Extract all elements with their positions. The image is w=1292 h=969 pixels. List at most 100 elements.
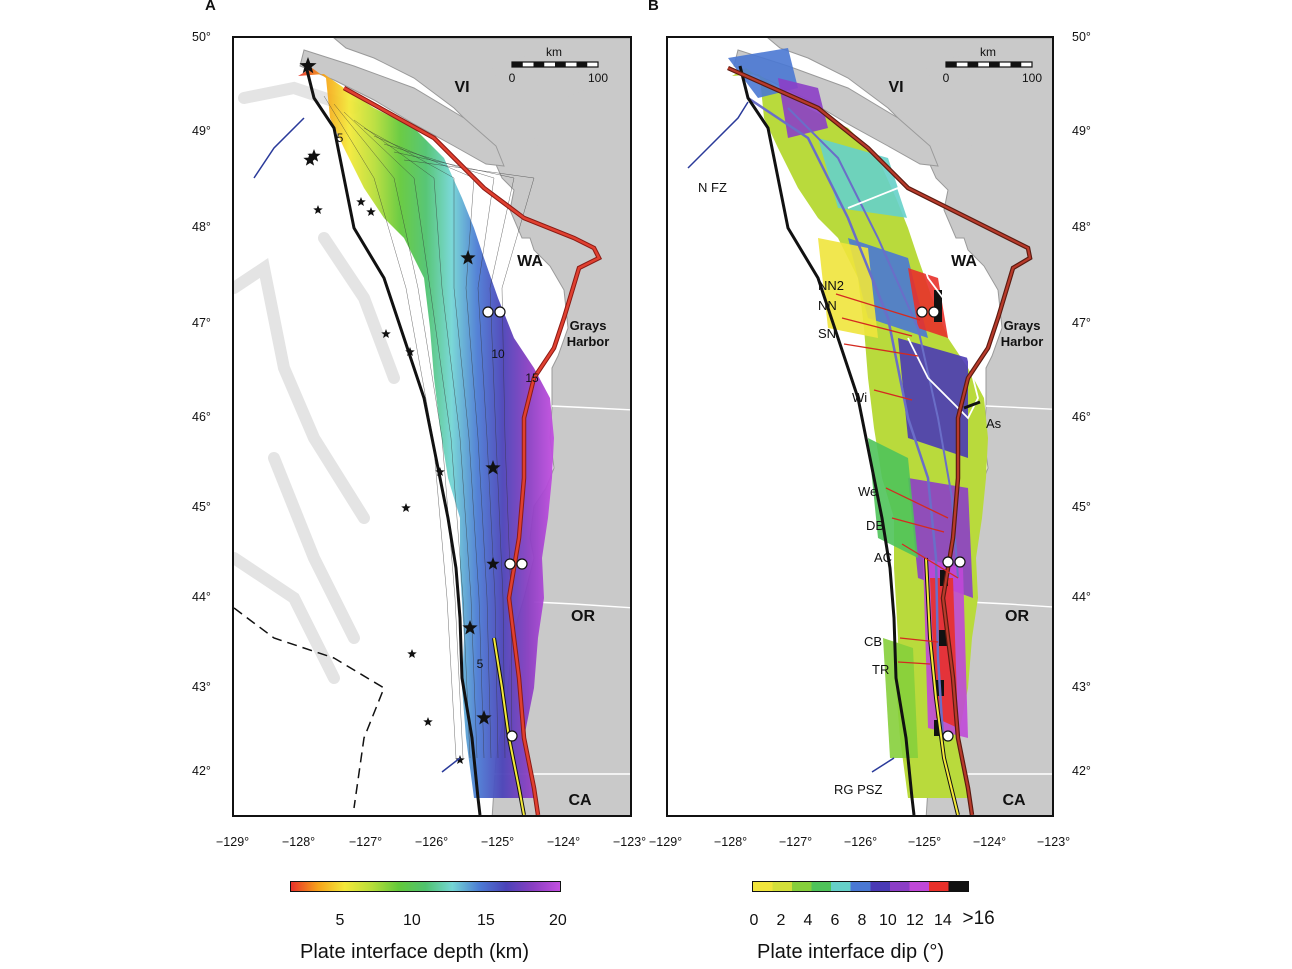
lat-label-right: 50° [1072,30,1091,44]
fault-trace [687,101,749,169]
earthquake-star [299,57,317,74]
scale-bar-segment [512,62,523,67]
profile-line [901,543,959,579]
earthquake-star [356,197,366,207]
depth-tick-label: 15 [477,912,495,929]
depth-contour [333,103,464,759]
station-circle [954,556,966,568]
lon-label-a: −126° [415,835,449,849]
feature-label-n-fz: N FZ [698,180,727,195]
white-boundary [847,186,979,420]
scale-unit: km [980,45,996,59]
earthquake-star [486,557,500,570]
depth-tick-label: 5 [335,912,345,929]
station-circle [516,558,528,570]
earthquake-star [405,347,415,357]
depth-contour [373,135,492,759]
profile-line [841,317,913,337]
region-label-wa: WA [951,253,977,270]
profile-line [885,487,949,519]
lon-label-b: −126° [844,835,878,849]
depth-tick-label: 20 [549,912,567,929]
dip-tick-label: 2 [776,912,786,929]
lon-label-b: −127° [779,835,813,849]
earthquake-star [462,620,478,635]
islet [968,134,990,152]
lat-label-left: 46° [192,410,211,424]
lat-label-left: 49° [192,124,211,138]
deformation-front [738,65,916,815]
scale-bar-segment [576,62,588,67]
lat-label-right: 44° [1072,590,1091,604]
feature-label-nn: NN [818,298,837,313]
scale-bar-segment [1010,62,1022,67]
lat-label-left: 44° [192,590,211,604]
scale-bar-segment [533,62,545,67]
lat-label-right: 46° [1072,410,1091,424]
feature-label-db: DB [866,518,884,533]
lat-label-left: 50° [192,30,211,44]
region-label-grays: Grays [1004,318,1041,333]
feature-label-ac: AC [874,550,892,565]
islet [474,62,496,80]
islet [534,134,556,152]
seafloor-feature [318,232,400,384]
panel-a-letter: A [205,0,216,14]
depth-contour [323,95,457,759]
scale-bar-segment [967,62,979,67]
lat-label-right: 45° [1072,500,1091,514]
seafloor-feature [234,552,340,684]
dip-tick-label: 0 [749,912,759,929]
dip-patch [818,238,878,338]
earthquake-star [303,153,317,166]
dip-patch [778,78,828,138]
contour-line-blue [747,96,945,739]
region-label-grays: Grays [570,318,607,333]
seafloor-feature [268,452,360,644]
deformation-front [304,65,482,815]
depth-contour [393,151,515,759]
dip-surface [732,68,988,798]
scale-start: 0 [943,71,950,85]
earthquake-star [476,710,492,725]
region-label-vi: VI [888,79,903,96]
feature-label-cb: CB [864,634,882,649]
fault-trace [871,757,895,773]
astoria-marker [963,400,981,410]
yellow-line [925,557,959,815]
earthquake-star [435,467,445,477]
lon-label-b: −125° [908,835,942,849]
depth-colorbar [290,881,561,892]
region-label-wa: WA [517,253,543,270]
earthquake-star [401,503,411,513]
earthquake-star [307,149,321,162]
contour-label: 5 [477,657,484,671]
earthquake-star [366,207,376,217]
station-circle [942,730,954,742]
feature-label-rg-psz: RG PSZ [834,782,882,797]
state-border-wa-or [551,405,630,411]
profile-line [835,293,921,321]
scale-bar-segment [989,62,1000,67]
steep-dip-spot [939,630,947,646]
dip-tick-label: 8 [857,912,867,929]
profile-line [891,517,945,533]
tremor-boundary-inner [727,66,1032,815]
lat-label-right: 47° [1072,316,1091,330]
dip-tick-label: 14 [934,912,952,929]
state-border-or-ca [967,601,1052,608]
islet [908,62,930,80]
steep-dip-spot [934,290,942,306]
lon-label-a: −123° [613,835,647,849]
lon-label-a: −124° [547,835,581,849]
region-label-or: OR [571,608,595,625]
scale-unit: km [546,45,562,59]
profile-line [843,343,919,357]
earthquake-star [407,649,417,659]
scale-end: 100 [588,71,608,85]
lat-label-left: 42° [192,764,211,778]
feature-label-nn2: NN2 [818,278,844,293]
station-circle [506,730,518,742]
